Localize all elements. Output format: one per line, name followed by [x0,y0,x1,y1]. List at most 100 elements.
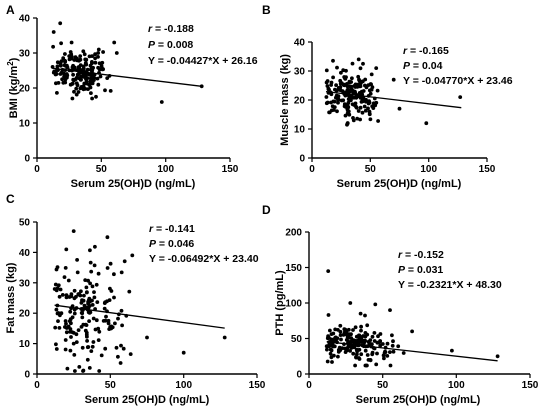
data-point [354,355,358,360]
data-point [53,282,58,287]
data-point [87,366,92,370]
data-point [54,342,58,347]
data-point [108,325,113,329]
data-point [349,96,353,101]
data-point [90,96,94,101]
data-point [102,306,107,311]
data-point [324,68,329,73]
data-point [365,353,370,357]
data-point [86,310,91,315]
data-point [63,58,67,63]
data-point [382,351,387,355]
data-point [354,334,359,339]
panel-letter: C [6,192,15,206]
data-point [358,84,363,89]
data-point [345,345,350,350]
y-tick-label: 40 [294,38,306,49]
data-point [89,67,94,71]
p-text: = 0.031 [405,264,443,276]
scatter-plot-d [324,269,500,368]
data-point [358,117,362,122]
data-point [342,327,347,332]
data-point [96,47,101,52]
data-point [88,260,93,265]
data-point [326,313,331,317]
data-point [59,311,64,316]
y-tick-label: 40 [19,14,31,25]
data-point [84,79,89,84]
data-point [72,65,77,70]
data-point [103,346,108,351]
data-point [388,350,392,354]
data-point [58,287,63,292]
data-point [91,340,96,344]
data-point [332,108,336,112]
data-point [90,303,95,307]
r-symbol: r [398,249,403,261]
data-point [330,360,334,364]
data-point [97,369,102,373]
y-axis-title-main: BMI (kg/m [8,66,20,119]
data-point [75,270,80,275]
panel-d: D 200 150 100 50 0 0 50 100 150 [262,203,539,406]
data-point [336,86,341,90]
regression-line [326,341,498,362]
r-text: = -0.141 [153,223,195,235]
data-point [89,91,93,95]
data-point [355,352,359,357]
data-point [325,336,330,341]
data-point [101,67,105,72]
x-tick-label: 50 [105,380,117,391]
data-point [119,343,123,348]
data-point [344,68,348,73]
data-point [87,72,92,77]
data-point [324,95,329,99]
data-point [355,349,359,354]
y-tick-label: 0 [296,370,302,381]
data-point [53,325,58,330]
data-point [359,328,363,333]
data-point [347,332,351,337]
data-point [345,84,350,89]
data-point [368,338,373,342]
x-tick-label: 0 [34,164,40,175]
data-point [62,275,67,279]
data-point [93,56,97,61]
p-value: P = 0.031 [398,264,443,276]
scatter-plot-b [324,57,463,127]
data-point [87,296,92,301]
data-point [77,58,81,63]
data-point [352,345,357,350]
data-point [96,55,100,59]
x-tick-label: 150 [249,380,266,391]
data-point [181,350,186,355]
data-point [65,366,70,371]
data-point [333,87,337,92]
data-point [54,307,59,312]
data-point [81,298,86,303]
p-value: P = 0.04 [403,60,443,72]
data-point [328,328,332,333]
data-point [114,51,119,55]
data-point [82,293,86,298]
data-point [374,66,379,70]
scatter-plot-a [50,21,204,104]
y-tick-label: 0 [299,154,305,165]
data-point [51,44,55,49]
data-point [68,309,73,314]
data-point [335,65,339,70]
x-tick-label: 100 [175,380,192,391]
data-point [145,335,149,340]
data-point [57,326,62,330]
data-point [83,61,88,65]
r-value: r = -0.152 [398,249,444,261]
y-ticks: 50 40 30 20 10 0 [19,218,37,381]
data-point [68,317,73,322]
data-point [65,65,70,70]
data-point [82,52,87,57]
y-axis-title: Fat mass (kg) [5,262,17,333]
data-point [72,288,77,293]
stats-annotation: r = -0.152 P = 0.031 Y = -0.2321*X + 48.… [398,249,502,291]
y-tick-label: 20 [294,96,306,107]
data-point [81,87,86,92]
